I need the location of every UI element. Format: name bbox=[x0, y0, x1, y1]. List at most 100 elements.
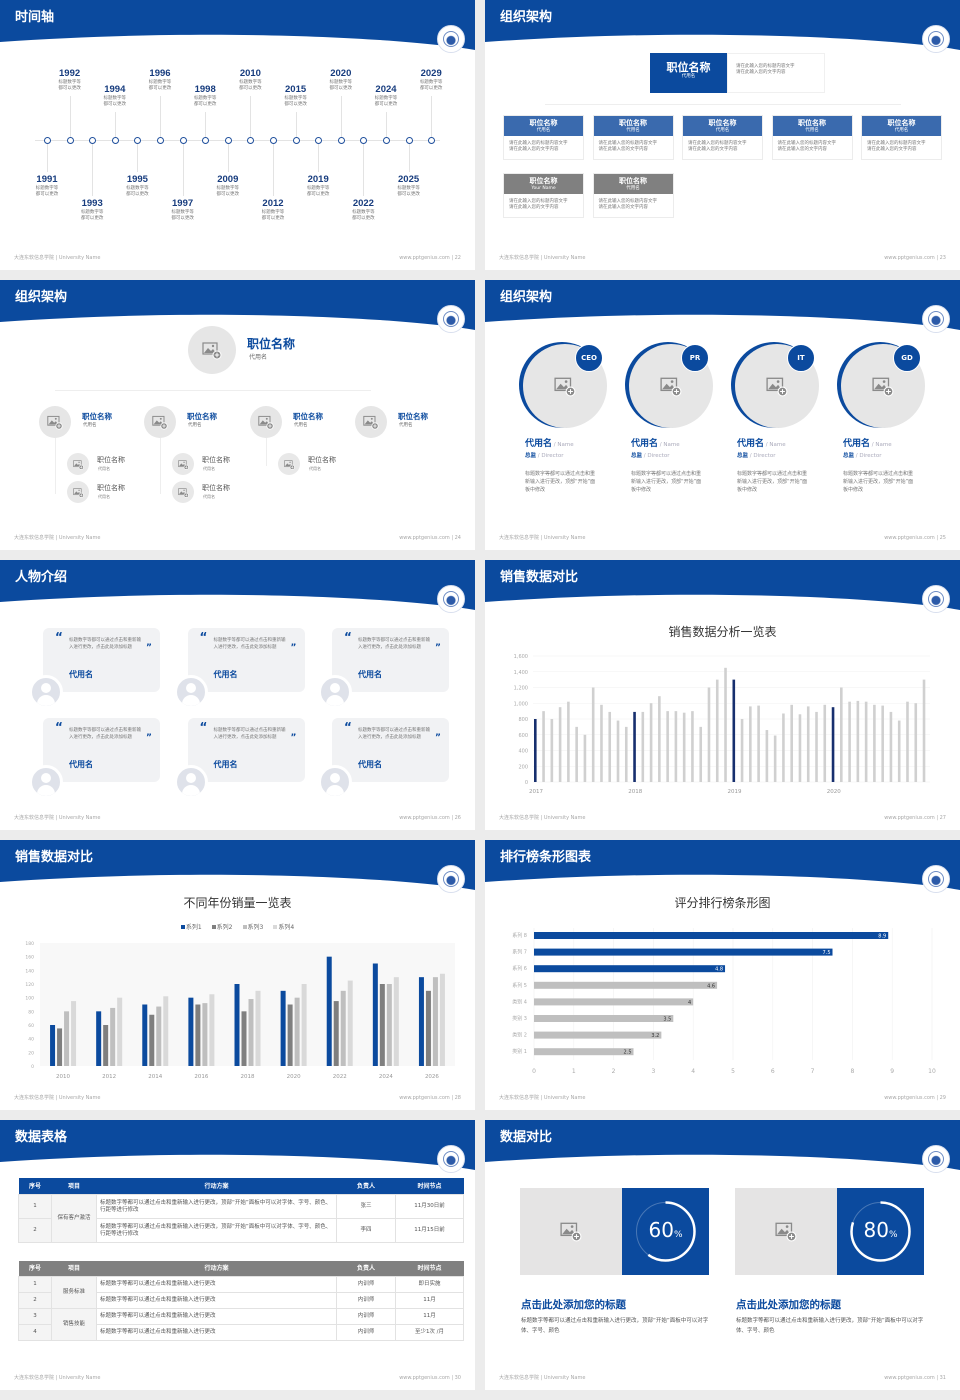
university-seal-icon bbox=[922, 865, 950, 893]
timeline-node[interactable] bbox=[270, 137, 277, 144]
row-number: 2 bbox=[18, 1218, 52, 1243]
percent-value: 60% bbox=[622, 1218, 709, 1247]
desc-line: 请在此输入您的文字内容 bbox=[509, 147, 559, 152]
avatar bbox=[318, 765, 352, 799]
position-box-body: 请在此输入您的标题内容文字 请在此输入您的文字内容 bbox=[862, 136, 941, 158]
footer-right: www.pptgenius.com | 28 bbox=[399, 1095, 461, 1101]
event-year: 1993 bbox=[81, 198, 103, 209]
header-band bbox=[485, 0, 960, 50]
bar bbox=[666, 711, 669, 782]
testimonial-card[interactable]: “ 标题数字等都可以通过点击和重新输入进行更改，点击此处添加标题 ” 代用名 bbox=[187, 628, 305, 692]
chart-legend: 系列1 系列2 系列3 系列4 bbox=[0, 924, 475, 932]
header-band bbox=[485, 560, 960, 610]
timeline-node[interactable] bbox=[292, 137, 300, 144]
tree-line bbox=[55, 390, 371, 391]
timeline-node[interactable] bbox=[360, 137, 368, 144]
timeline-node[interactable] bbox=[405, 137, 413, 144]
bar bbox=[287, 1004, 293, 1066]
position-box[interactable]: 职位名称 代用名 请在此输入您的标题内容文字 请在此输入您的文字内容 bbox=[592, 115, 674, 160]
legend-item[interactable]: 系列2 bbox=[211, 924, 233, 931]
column-header: 序号 bbox=[28, 1182, 41, 1190]
ring-progress bbox=[635, 1201, 696, 1262]
frame bbox=[766, 377, 784, 392]
role-en: / Director bbox=[536, 453, 564, 459]
role-cn: 总监 bbox=[843, 453, 855, 459]
row-number: 1 bbox=[18, 1276, 52, 1293]
timeline-node[interactable] bbox=[179, 137, 187, 144]
slide-title: 销售数据对比 bbox=[15, 849, 94, 864]
position-box[interactable]: 职位名称 代用名 请在此输入您的标题内容文字 请在此输入您的文字内容 bbox=[861, 115, 942, 160]
frame bbox=[47, 415, 60, 426]
timeline-node[interactable] bbox=[315, 137, 323, 144]
position-box[interactable]: 职位名称 代用名 请在此输入您的标题内容文字 请在此输入您的文字内容 bbox=[592, 173, 674, 218]
footer-right: www.pptgenius.com | 27 bbox=[884, 815, 946, 821]
y-tick-label: 1,400 bbox=[514, 670, 528, 676]
testimonial-card[interactable]: “ 标题数字等都可以通过点击和重新输入进行更改，点击此处添加标题 ” 代用名 bbox=[187, 718, 305, 782]
category-label: 系列 8 bbox=[512, 932, 527, 939]
legend-item[interactable]: 系列3 bbox=[242, 924, 263, 931]
timeline-node[interactable] bbox=[224, 137, 232, 144]
timeline-node[interactable] bbox=[111, 137, 119, 144]
bar bbox=[806, 706, 810, 782]
role-badge: PR bbox=[681, 344, 709, 372]
header-band bbox=[0, 840, 475, 890]
bar bbox=[707, 687, 711, 782]
person-desc: 标题数字等都可以通过点击和重新输入进行更改，顶部“开始”面板中修改 bbox=[525, 471, 596, 493]
testimonial-card[interactable]: “ 标题数字等都可以通过点击和重新输入进行更改，点击此处添加标题 ” 代用名 bbox=[332, 718, 449, 782]
bar bbox=[873, 704, 876, 782]
mountain bbox=[48, 420, 59, 425]
event-text: 标题数字等都可以更改 bbox=[193, 96, 217, 107]
testimonial-card[interactable]: “ 标题数字等都可以通过点击和重新输入进行更改，点击此处添加标题 ” 代用名 bbox=[332, 628, 449, 692]
y-tick-label: 1,000 bbox=[514, 701, 528, 707]
sun bbox=[776, 380, 780, 383]
quote-open-icon: “ bbox=[55, 720, 63, 734]
position-title: 职位名称 bbox=[619, 119, 647, 127]
y-tick-label: 0 bbox=[31, 1064, 34, 1070]
y-tick-label: 1,600 bbox=[514, 654, 528, 660]
name-cn: 代用名 bbox=[737, 439, 765, 449]
event-text: 标题数字等都可以更改 bbox=[352, 210, 375, 221]
category-label: 系列 7 bbox=[512, 949, 527, 956]
event-text: 标题数字等都可以更改 bbox=[58, 80, 81, 91]
timeline-node[interactable] bbox=[337, 137, 345, 144]
project-cell: 保有客户激活 bbox=[51, 1194, 97, 1243]
timeline-node[interactable] bbox=[157, 137, 164, 144]
footer-left: 大连东软信息学院 | University Name bbox=[499, 1375, 586, 1381]
timeline-node[interactable] bbox=[66, 137, 74, 144]
timeline-event: 2019 标题数字等都可以更改 bbox=[298, 174, 338, 199]
timeline-event: 1993 标题数字等都可以更改 bbox=[72, 198, 112, 223]
plus bbox=[214, 352, 220, 358]
legend-item[interactable]: 系列1 bbox=[180, 924, 202, 931]
panel-desc: 标题数字等都可以通过点击和重新输入进行更改，顶部“开始”面板中可以对字体、字号、… bbox=[521, 1318, 709, 1334]
timeline-node[interactable] bbox=[44, 137, 51, 144]
header-wave bbox=[485, 1120, 960, 1170]
position-box-header: 职位名称 代用名 bbox=[593, 174, 673, 194]
bar bbox=[616, 720, 620, 782]
table-row: 1 服务标准 标题数字等都可以通过点击和重新输入进行更改 内训师 即日实施 bbox=[18, 1276, 464, 1309]
timeline-node[interactable] bbox=[428, 137, 436, 144]
column-header: 负责人 bbox=[356, 1182, 375, 1190]
timeline-node[interactable] bbox=[134, 137, 142, 144]
position-box[interactable]: 职位名称 代用名 请在此输入您的标题内容文字 请在此输入您的文字内容 bbox=[771, 115, 853, 160]
x-tick-label: 1 bbox=[572, 1068, 576, 1075]
testimonial-card[interactable]: “ 标题数字等都可以通过点击和重新输入进行更改，点击此处添加标题 ” 代用名 bbox=[43, 628, 160, 692]
bar bbox=[608, 711, 612, 782]
mountain bbox=[204, 348, 216, 353]
slide-title: 数据表格 bbox=[15, 1129, 68, 1144]
bar bbox=[188, 997, 194, 1066]
name-cn: 代用名 bbox=[843, 439, 871, 449]
bar bbox=[50, 1025, 56, 1066]
timeline-node[interactable] bbox=[383, 137, 390, 144]
timeline-node[interactable] bbox=[202, 137, 210, 144]
legend-item[interactable]: 系列4 bbox=[273, 924, 294, 931]
person-desc: 标题数字等都可以通过点击和重新输入进行更改，顶部“开始”面板中修改 bbox=[631, 471, 702, 493]
position-box[interactable]: 职位名称 Your Name 请在此输入您的标题内容文字 请在此输入您的文字内容 bbox=[503, 173, 584, 218]
position-box[interactable]: 职位名称 代用名 请在此输入您的标题内容文字 请在此输入您的文字内容 bbox=[682, 115, 763, 160]
testimonial-card[interactable]: “ 标题数字等都可以通过点击和重新输入进行更改，点击此处添加标题 ” 代用名 bbox=[43, 718, 160, 782]
position-box[interactable]: 职位名称 代用名 请在此输入您的标题内容文字 请在此输入您的文字内容 bbox=[503, 115, 584, 160]
event-year: 2022 bbox=[352, 198, 374, 209]
member-sub: 代用名 bbox=[294, 423, 308, 428]
timeline-node[interactable] bbox=[89, 137, 97, 144]
legend-swatch bbox=[211, 925, 216, 929]
timeline-node[interactable] bbox=[247, 137, 255, 144]
